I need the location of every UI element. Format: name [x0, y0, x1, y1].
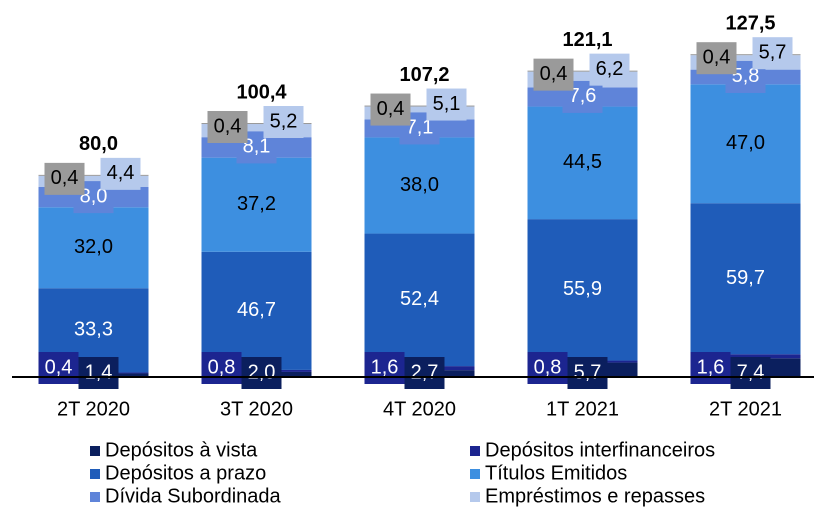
legend-label: Depósitos a prazo	[105, 462, 266, 484]
label-box	[38, 352, 79, 384]
label-box	[207, 111, 248, 144]
legend-label: Depósitos interfinanceiros	[485, 439, 715, 461]
bar-segment	[690, 84, 801, 204]
data-label: 1,6	[697, 356, 725, 378]
data-label: 5,1	[433, 93, 461, 115]
label-box	[730, 357, 771, 389]
data-label: 0,8	[208, 356, 236, 378]
bar-segment	[690, 203, 801, 355]
label-box	[263, 106, 304, 139]
bar-segment	[527, 219, 638, 361]
x-tick-label: 1T 2021	[546, 398, 619, 420]
total-label: 100,4	[236, 81, 287, 103]
label-box	[364, 352, 405, 384]
bar-segment	[690, 54, 801, 56]
total-label: 80,0	[79, 133, 118, 155]
data-label: 37,2	[237, 193, 276, 215]
legend-swatch	[90, 469, 100, 479]
total-label: 107,2	[399, 64, 449, 86]
label-box	[241, 357, 282, 389]
bar-segment	[38, 174, 149, 176]
bar-segment	[201, 251, 312, 370]
data-label: 46,7	[237, 299, 276, 321]
data-label: 7,1	[406, 117, 434, 139]
legend-label: Dívida Subordinada	[105, 485, 282, 507]
label-box	[690, 352, 731, 384]
label-box	[527, 352, 568, 384]
data-label: 8,0	[80, 185, 108, 207]
data-label: 0,4	[703, 46, 731, 68]
bar-segment	[690, 354, 801, 359]
data-label: 0,8	[534, 356, 562, 378]
data-label: 8,1	[243, 136, 271, 158]
data-label: 0,4	[540, 63, 568, 85]
data-label: 4,4	[107, 162, 135, 184]
label-box	[100, 157, 141, 190]
legend-swatch	[90, 446, 100, 456]
data-label: 47,0	[726, 132, 765, 154]
total-label: 127,5	[725, 13, 775, 35]
data-label: 6,2	[596, 58, 624, 80]
data-label: 32,0	[74, 236, 113, 258]
data-label: 59,7	[726, 267, 765, 289]
data-label: 0,4	[45, 356, 73, 378]
legend-label: Títulos Emitidos	[485, 462, 627, 484]
x-tick-label: 4T 2020	[383, 398, 456, 420]
data-label: 1,4	[85, 361, 113, 383]
x-tick-label: 3T 2020	[220, 398, 293, 420]
legend-label: Depósitos à vista	[105, 439, 258, 461]
label-box	[533, 58, 574, 91]
label-box	[589, 53, 630, 86]
bar-segment	[201, 123, 312, 125]
label-box	[567, 357, 608, 389]
legend-swatch	[470, 446, 480, 456]
bar-segment	[527, 70, 638, 72]
data-label: 5,7	[759, 41, 787, 63]
legend-swatch	[90, 492, 100, 502]
data-label: 38,0	[400, 174, 439, 196]
label-box	[404, 357, 445, 389]
bar-segment	[527, 106, 638, 220]
bar-segment	[201, 157, 312, 252]
data-label: 5,7	[574, 361, 602, 383]
label-box	[426, 88, 467, 121]
label-box	[752, 37, 793, 70]
data-label: 1,6	[371, 356, 399, 378]
bar-segment	[364, 105, 475, 107]
data-label: 2,0	[248, 361, 276, 383]
data-label: 2,7	[411, 361, 439, 383]
legend-label: Empréstimos e repasses	[485, 485, 705, 507]
data-label: 0,4	[214, 115, 242, 137]
x-tick-label: 2T 2021	[709, 398, 782, 420]
data-label: 7,4	[737, 361, 765, 383]
data-label: 55,9	[563, 278, 602, 300]
label-box	[696, 42, 737, 75]
label-box	[201, 352, 242, 384]
data-label: 5,2	[270, 110, 298, 132]
bar-segment	[364, 137, 475, 234]
x-tick-label: 2T 2020	[57, 398, 130, 420]
bar-segment	[364, 233, 475, 367]
label-box	[78, 357, 119, 389]
label-box	[370, 93, 411, 126]
legend-swatch	[470, 492, 480, 502]
data-label: 5,8	[732, 65, 760, 87]
data-label: 0,4	[51, 167, 79, 189]
bar-segment	[38, 207, 149, 289]
legend-swatch	[470, 469, 480, 479]
data-label: 52,4	[400, 288, 439, 310]
data-label: 7,6	[569, 85, 597, 107]
data-label: 33,3	[74, 319, 113, 341]
total-label: 121,1	[562, 29, 612, 51]
data-label: 44,5	[563, 151, 602, 173]
label-box	[44, 162, 85, 195]
data-label: 0,4	[377, 98, 405, 120]
